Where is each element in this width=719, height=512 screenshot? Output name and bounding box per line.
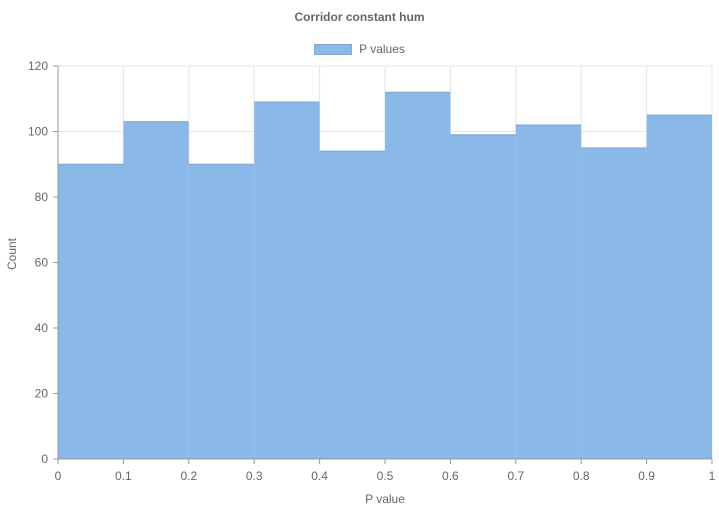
x-tick-label: 0.2: [180, 469, 197, 483]
x-tick-label: 1: [709, 469, 716, 483]
histogram-bar: [450, 134, 516, 459]
y-tick-label: 120: [28, 59, 48, 73]
histogram-bar: [188, 164, 255, 459]
histogram-bar: [646, 115, 712, 459]
x-tick-label: 0.8: [573, 469, 590, 483]
y-tick-label: 80: [35, 190, 49, 204]
x-tick-label: 0.9: [638, 469, 655, 483]
y-tick-label: 40: [35, 321, 49, 335]
histogram-bar: [319, 151, 385, 459]
legend-label: P values: [359, 42, 405, 56]
x-tick-label: 0.6: [442, 469, 459, 483]
y-tick-label: 60: [35, 256, 49, 270]
x-axis-label: P value: [365, 492, 405, 506]
histogram-bar: [581, 147, 647, 459]
legend-swatch: [314, 43, 353, 55]
x-tick-label: 0.3: [246, 469, 263, 483]
x-tick-label: 0.1: [115, 469, 132, 483]
legend[interactable]: P values: [0, 42, 719, 56]
histogram-bar: [58, 164, 124, 459]
x-tick-label: 0.7: [507, 469, 524, 483]
chart-title: Corridor constant hum: [294, 10, 425, 24]
x-tick-label: 0.5: [377, 469, 394, 483]
x-tick-label: 0: [55, 469, 62, 483]
y-tick-label: 20: [35, 387, 49, 401]
histogram-bar: [254, 102, 320, 460]
histogram-bar: [123, 121, 189, 460]
x-tick-label: 0.4: [311, 469, 328, 483]
y-tick-label: 100: [28, 125, 48, 139]
histogram-bar: [385, 92, 451, 459]
y-tick-label: 0: [41, 452, 48, 466]
histogram-bar: [515, 124, 582, 459]
